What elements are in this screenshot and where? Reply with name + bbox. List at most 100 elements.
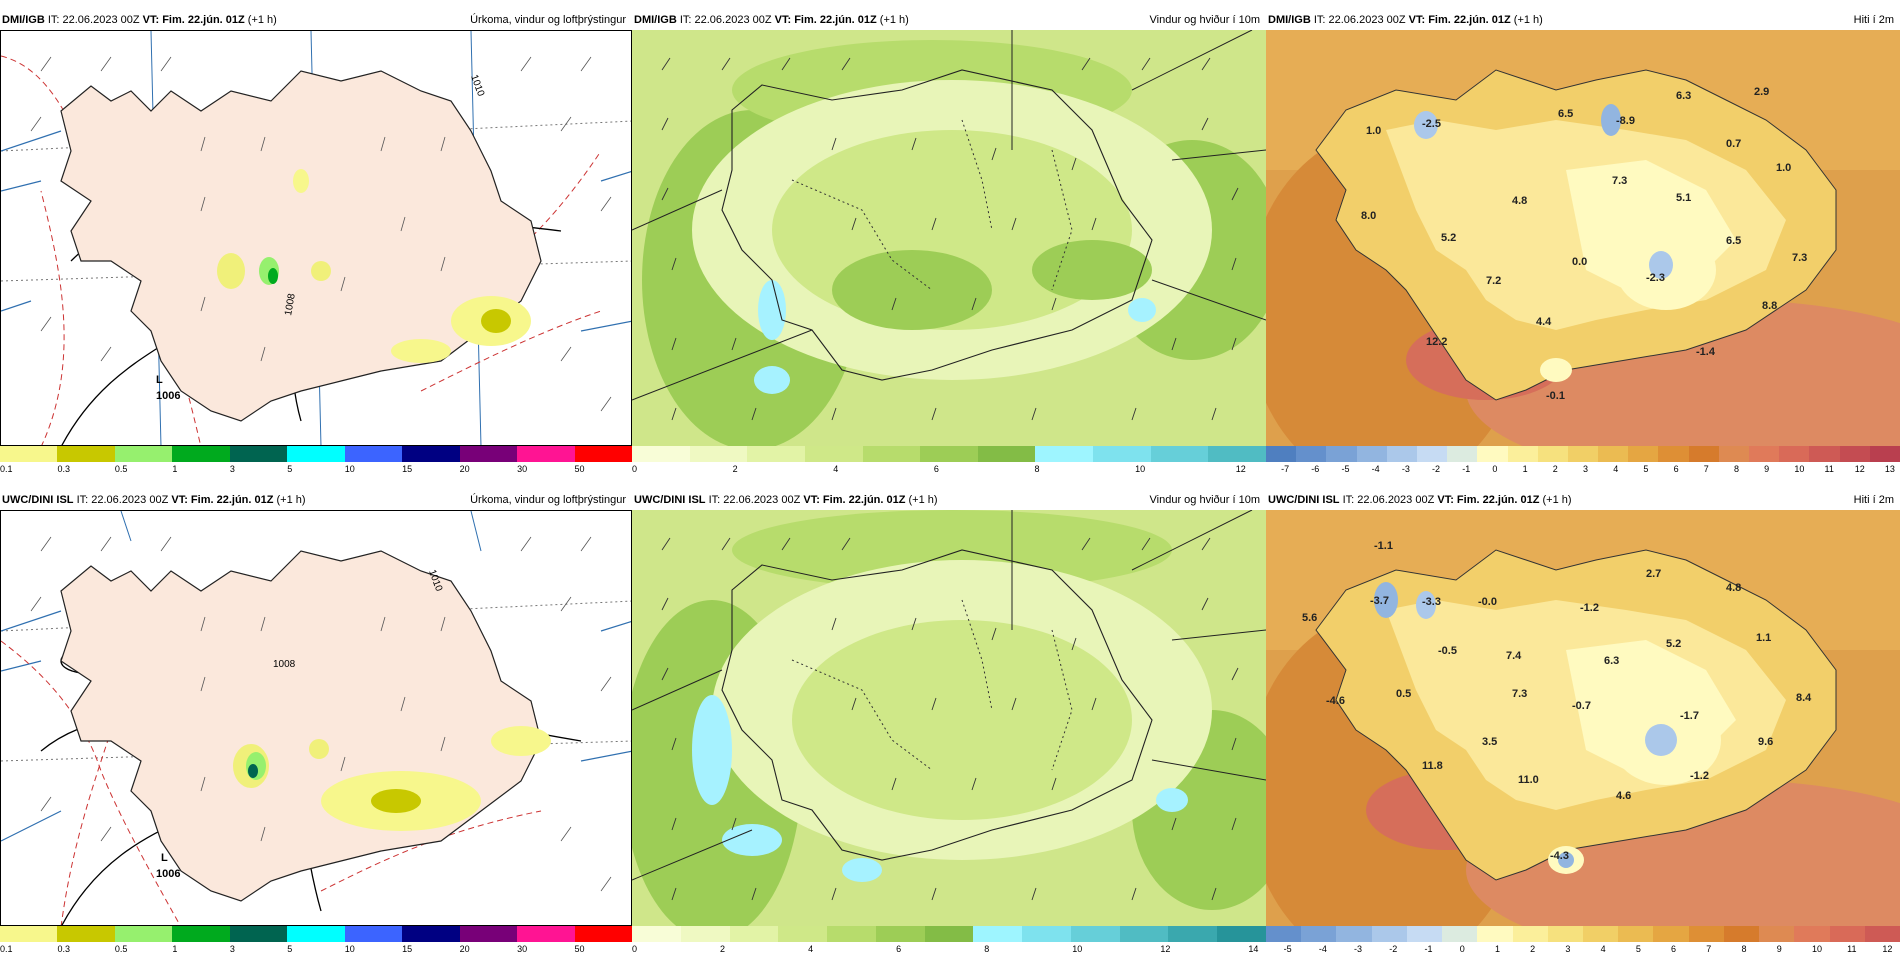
legend-tick-label: 1 <box>172 944 178 954</box>
precip-panel: UWC/DINI ISL IT: 22.06.2023 00Z VT: Fim.… <box>0 492 633 954</box>
precip-legend: 0.1 0.3 0.5 1 3 5 10 15 20 30 50 <box>0 446 633 476</box>
temperature-map[interactable]: -1.1 -3.7 -3.3 -0.0 -1.2 2.7 4.8 5.6 -0.… <box>1266 510 1900 926</box>
legend-swatch <box>1779 446 1811 462</box>
legend-swatch <box>1035 446 1094 462</box>
legend-tick-label: 5 <box>287 944 293 954</box>
legend-tick-label: 3 <box>1565 944 1571 954</box>
legend-swatch <box>862 446 921 462</box>
temp-label: 7.2 <box>1486 275 1502 287</box>
legend-swatch <box>1628 446 1660 462</box>
init-time: IT: 22.06.2023 00Z <box>1313 14 1406 26</box>
model-name: DMI/IGB <box>634 14 677 26</box>
wind-legend: 0 2 4 6 8 10 12 14 <box>632 926 1267 956</box>
temp-label: -0.7 <box>1572 700 1591 712</box>
valid-time: Fim. 22.jún. 01Z <box>162 14 245 26</box>
legend-swatch <box>875 926 925 942</box>
legend-swatch <box>1537 446 1569 462</box>
temp-label: -3.7 <box>1370 595 1389 607</box>
legend-tick-label: 3 <box>229 944 235 954</box>
legend-swatch <box>574 446 633 462</box>
legend-swatch <box>1022 926 1072 942</box>
legend-swatch <box>574 926 633 942</box>
temp-label: 7.3 <box>1792 252 1808 264</box>
legend-swatch <box>517 926 576 942</box>
precip-map[interactable]: L 1006 1008 1010 <box>0 510 632 926</box>
legend-swatch <box>1653 926 1690 942</box>
temperature-panel: DMI/IGB IT: 22.06.2023 00Z VT: Fim. 22.j… <box>1266 12 1900 474</box>
legend-swatch <box>1869 446 1900 462</box>
vt-label: VT: <box>1437 494 1454 506</box>
vt-label: VT: <box>142 14 160 26</box>
legend-tick-label: -5 <box>1341 464 1350 474</box>
temp-label: 11.8 <box>1422 760 1443 772</box>
temperature-map[interactable]: 1.0 -2.5 6.5 -8.9 6.3 2.9 0.7 1.0 8.0 4.… <box>1266 30 1900 446</box>
temp-label: 5.6 <box>1302 612 1318 624</box>
legend-swatch <box>459 926 518 942</box>
legend-tick-label: 8 <box>1034 464 1040 474</box>
wind-map-svg <box>632 510 1266 926</box>
temp-label: -8.9 <box>1616 115 1635 127</box>
temp-label: 1.0 <box>1776 162 1792 174</box>
temp-label: 8.4 <box>1796 692 1812 704</box>
init-time: IT: 22.06.2023 00Z <box>76 494 169 506</box>
temp-label: 4.4 <box>1536 316 1552 328</box>
temp-label: -4.6 <box>1326 695 1345 707</box>
temp-label: 1.1 <box>1756 632 1772 644</box>
temperature-map-svg <box>1266 30 1900 446</box>
temp-label: 3.5 <box>1482 736 1498 748</box>
wind-map[interactable] <box>632 510 1266 926</box>
temp-label: 6.3 <box>1676 90 1692 102</box>
legend-tick-label: 7 <box>1706 944 1712 954</box>
legend-tick-label: 12 <box>1235 464 1246 474</box>
temperature-panel: UWC/DINI ISL IT: 22.06.2023 00Z VT: Fim.… <box>1266 492 1900 954</box>
legend-swatch <box>1266 926 1302 942</box>
legend-swatch <box>1567 446 1599 462</box>
legend-tick-label: 4 <box>808 944 814 954</box>
pressure-value-label: 1006 <box>156 390 180 402</box>
valid-time: Fim. 22.jún. 01Z <box>1456 494 1540 506</box>
valid-time: Fim. 22.jún. 01Z <box>822 494 906 506</box>
legend-swatch <box>632 446 690 462</box>
vt-label: VT: <box>774 14 792 26</box>
valid-time: Fim. 22.jún. 01Z <box>794 14 877 26</box>
legend-swatch <box>689 446 748 462</box>
temp-label: 2.7 <box>1646 568 1662 580</box>
legend-swatch <box>402 446 461 462</box>
lead-time: (+1 h) <box>247 14 277 26</box>
temp-label: 6.3 <box>1604 655 1620 667</box>
wind-map[interactable] <box>632 30 1266 446</box>
legend-tick-label: 12 <box>1160 944 1171 954</box>
panel-field-title: Vindur og hviður í 10m <box>1149 14 1260 26</box>
legend-tick-label: 6 <box>933 464 939 474</box>
legend-tick-label: 0.5 <box>114 944 128 954</box>
legend-tick-label: 2 <box>1530 944 1536 954</box>
legend-swatch <box>1356 446 1388 462</box>
legend-swatch <box>1598 446 1630 462</box>
legend-swatch <box>729 926 779 942</box>
legend-tick-label: -2 <box>1432 464 1441 474</box>
legend-swatch <box>1809 446 1841 462</box>
legend-swatch <box>827 926 877 942</box>
legend-tick-label: -3 <box>1354 944 1363 954</box>
legend-swatch <box>1208 446 1267 462</box>
legend-swatch <box>804 446 863 462</box>
legend-swatch <box>977 446 1036 462</box>
legend-tick-label: 0.3 <box>57 944 70 954</box>
legend-swatch <box>1070 926 1120 942</box>
legend-tick-label: 11 <box>1824 464 1834 474</box>
legend-tick-label: 13 <box>1884 464 1895 474</box>
panel-title: UWC/DINI ISL IT: 22.06.2023 00Z VT: Fim.… <box>2 494 306 506</box>
legend-swatch <box>973 926 1023 942</box>
legend-swatch <box>1512 926 1549 942</box>
legend-swatch <box>229 446 288 462</box>
temp-label: 8.8 <box>1762 300 1778 312</box>
legend-tick-label: 0.3 <box>57 464 70 474</box>
temp-label: -0.5 <box>1438 645 1457 657</box>
precip-map[interactable]: L 1006 1008 1010 <box>0 30 632 446</box>
vt-label: VT: <box>803 494 820 506</box>
temp-label: 6.5 <box>1558 108 1574 120</box>
temp-label: 0.5 <box>1396 688 1412 700</box>
legend-swatch <box>1296 446 1328 462</box>
legend-tick-label: -3 <box>1401 464 1410 474</box>
panel-title: UWC/DINI ISL IT: 22.06.2023 00Z VT: Fim.… <box>634 494 938 506</box>
